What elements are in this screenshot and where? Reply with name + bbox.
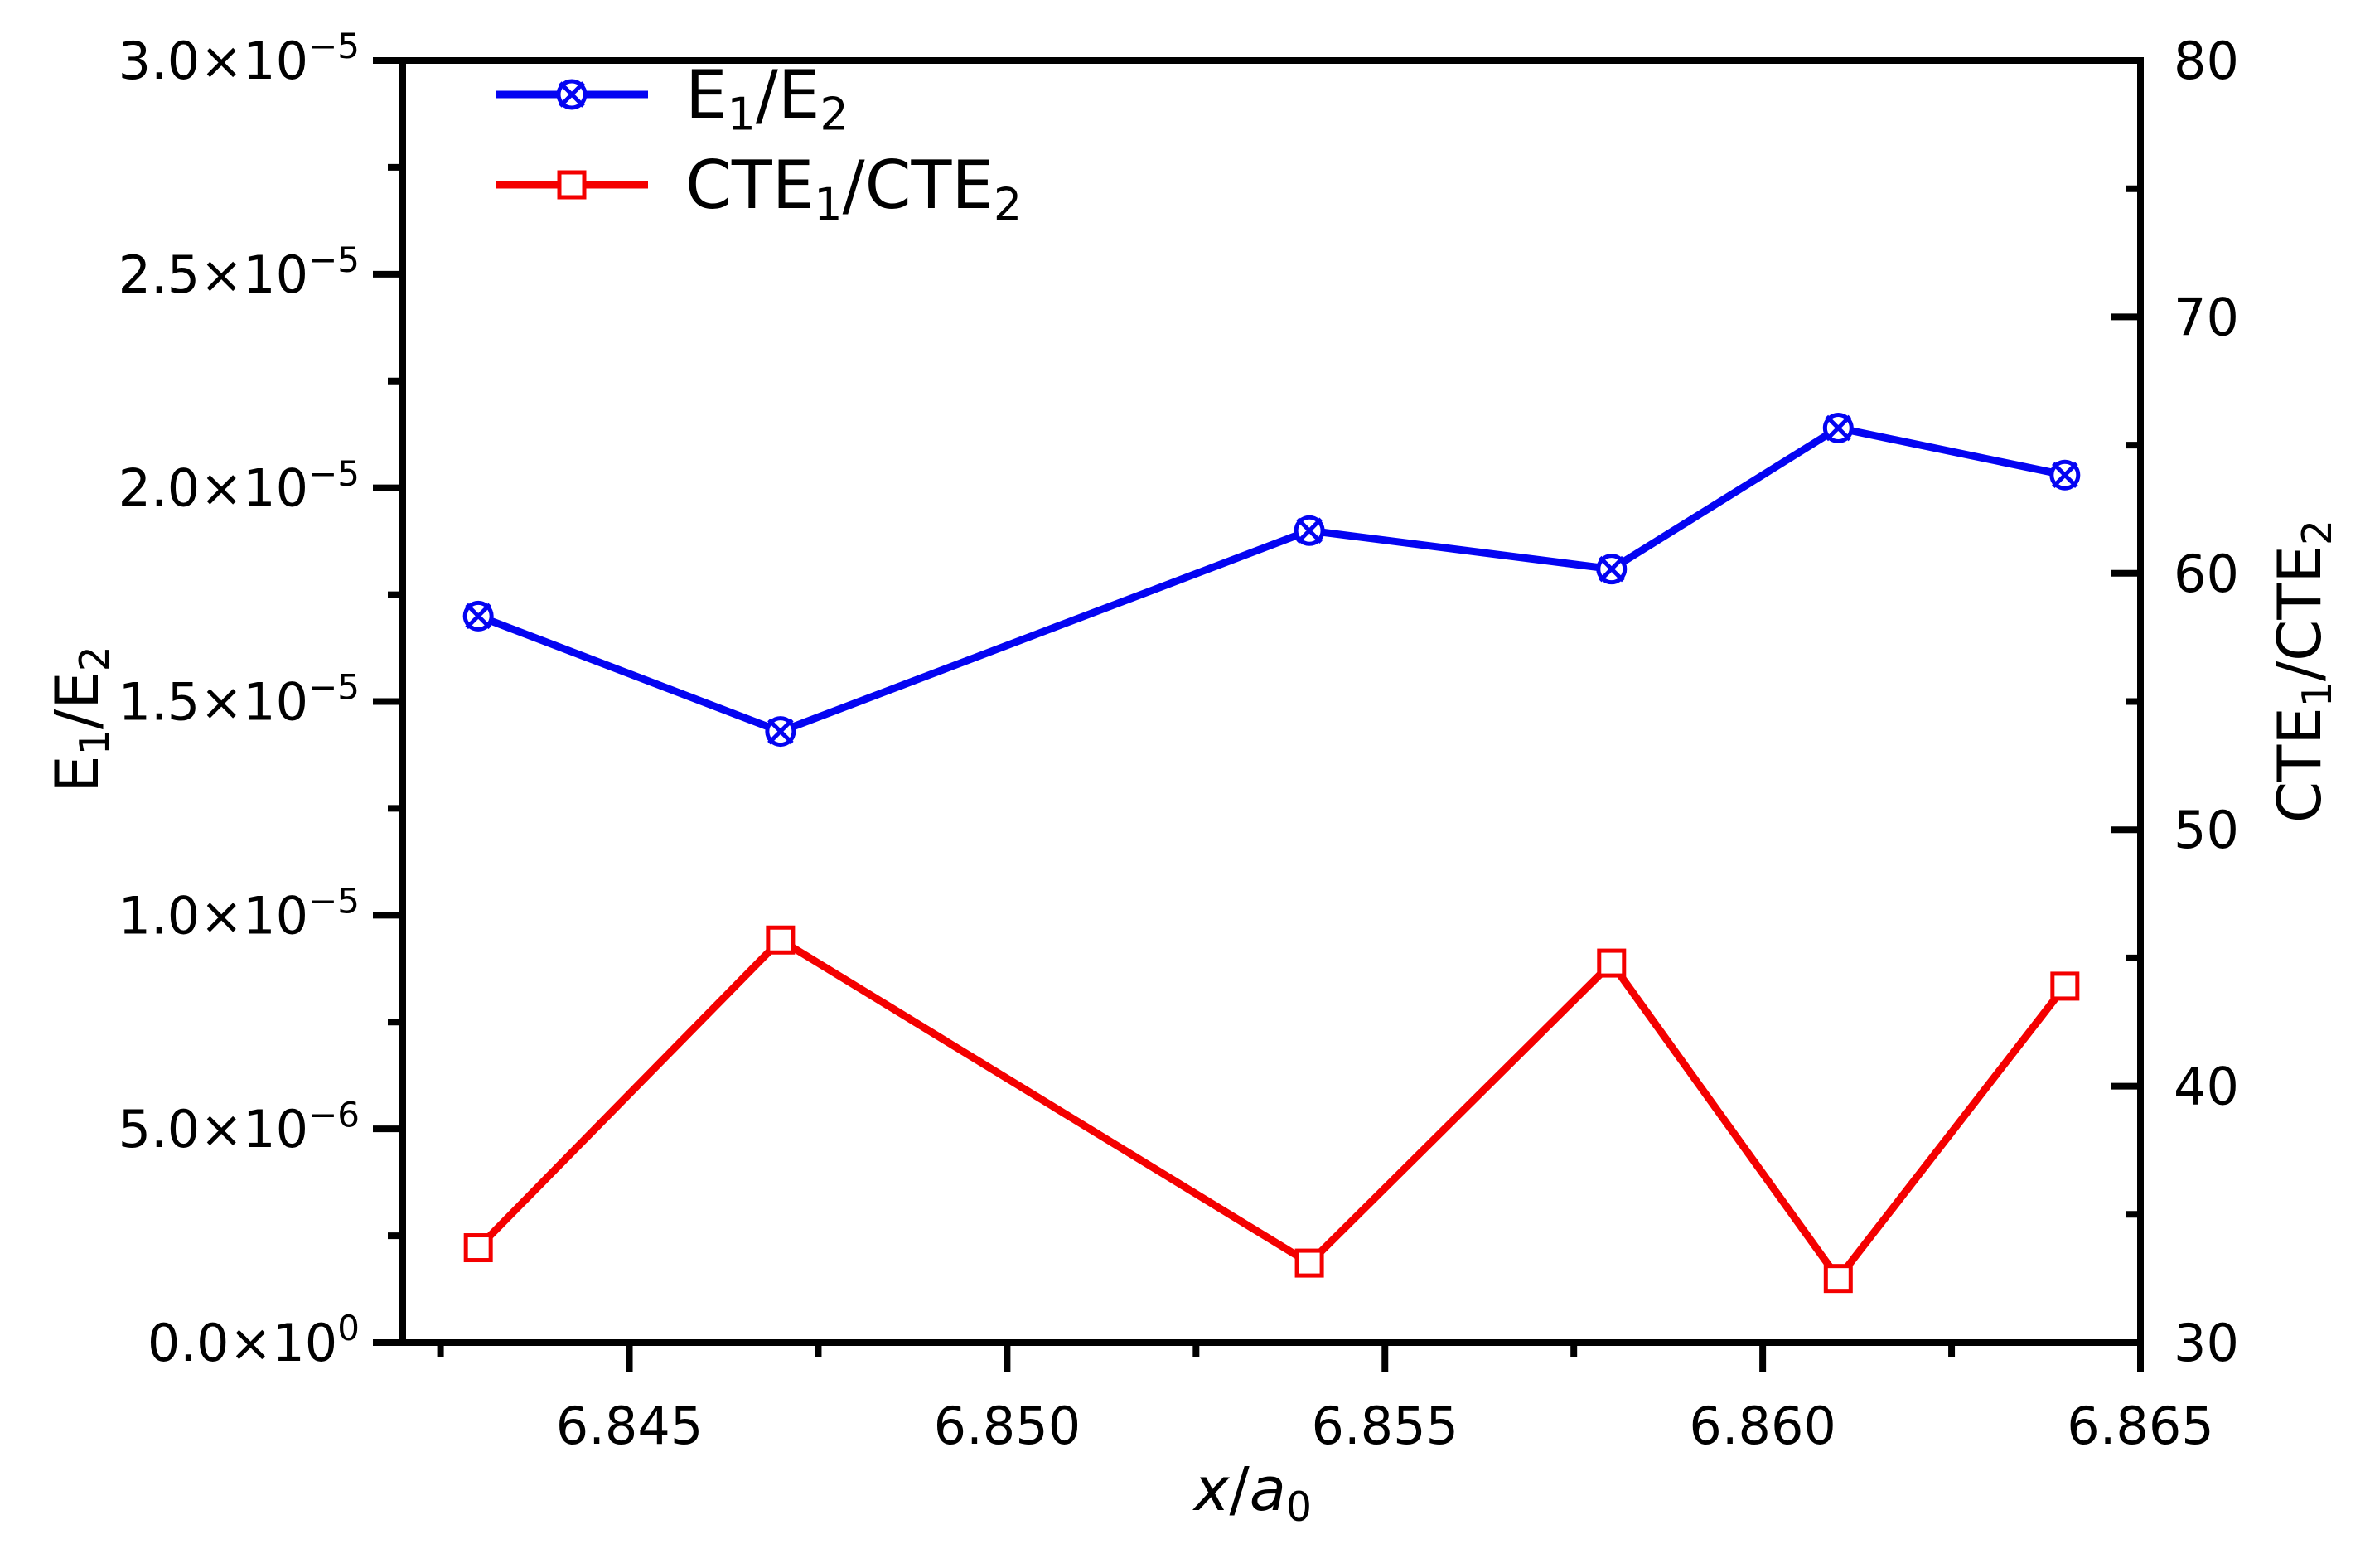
data-point-marker — [1294, 515, 1325, 546]
y-left-tick-label: 2.5×10−5 — [118, 240, 360, 305]
y-right-tick-label: 30 — [2174, 1313, 2239, 1373]
data-point-marker — [463, 1233, 493, 1263]
y-right-axis-title: CTE1/CTE2 — [2265, 520, 2341, 823]
data-point-marker — [1597, 948, 1627, 978]
y-right-tick-label: 70 — [2174, 287, 2239, 347]
y-axis-right: 80 70 60 50 40 30 CTE1/CTE2 — [2111, 31, 2341, 1373]
x-tick-label: 6.860 — [1689, 1396, 1836, 1456]
data-point-marker — [1822, 412, 1854, 443]
data-point-marker — [462, 600, 494, 632]
series-line — [475, 935, 2068, 1285]
y-right-tick-label: 50 — [2174, 800, 2239, 860]
y-left-tick-label: 2.0×10−5 — [118, 453, 360, 519]
x-tick-label: 6.855 — [1312, 1396, 1459, 1456]
y-right-tick-label: 60 — [2174, 544, 2239, 604]
x-tick-label: 6.845 — [556, 1396, 704, 1456]
y-right-tick-label: 40 — [2174, 1057, 2239, 1117]
data-point-marker — [2050, 971, 2080, 1001]
x-tick-label: 6.865 — [2067, 1396, 2214, 1456]
data-point-marker — [766, 925, 796, 955]
y-left-tick-label: 1.5×10−5 — [118, 667, 360, 733]
series-cte1-cte2 — [463, 925, 2080, 1294]
data-point-marker — [1596, 554, 1628, 585]
x-axis: 6.845 6.850 6.855 6.860 6.865 x/a0 — [437, 1343, 2214, 1531]
data-point-marker — [2049, 459, 2081, 491]
x-axis-title: x/a0 — [1192, 1454, 1312, 1531]
series-line — [476, 423, 2066, 736]
series-e1-e2 — [462, 412, 2081, 748]
legend-label: CTE1/CTE2 — [685, 147, 1022, 230]
y-left-tick-label: 1.0×10−5 — [118, 881, 360, 946]
y-axis-left: 3.0×10−5 2.5×10−5 2.0×10−5 1.5×10−5 1.0×10−5… — [42, 26, 403, 1373]
y-left-tick-label: 0.0×100 — [148, 1308, 360, 1373]
y-right-tick-label: 80 — [2174, 31, 2239, 91]
data-point-marker — [557, 170, 587, 200]
y-left-axis-title: E1/E2 — [42, 646, 118, 793]
data-point-marker — [765, 716, 796, 748]
data-point-marker — [1294, 1248, 1324, 1278]
x-tick-label: 6.850 — [934, 1396, 1081, 1456]
data-point-marker — [556, 79, 588, 110]
y-left-tick-label: 3.0×10−5 — [118, 26, 360, 91]
legend-label: E1/E2 — [685, 56, 849, 140]
data-point-marker — [1823, 1264, 1853, 1294]
y-left-tick-label: 5.0×10−6 — [118, 1094, 360, 1159]
